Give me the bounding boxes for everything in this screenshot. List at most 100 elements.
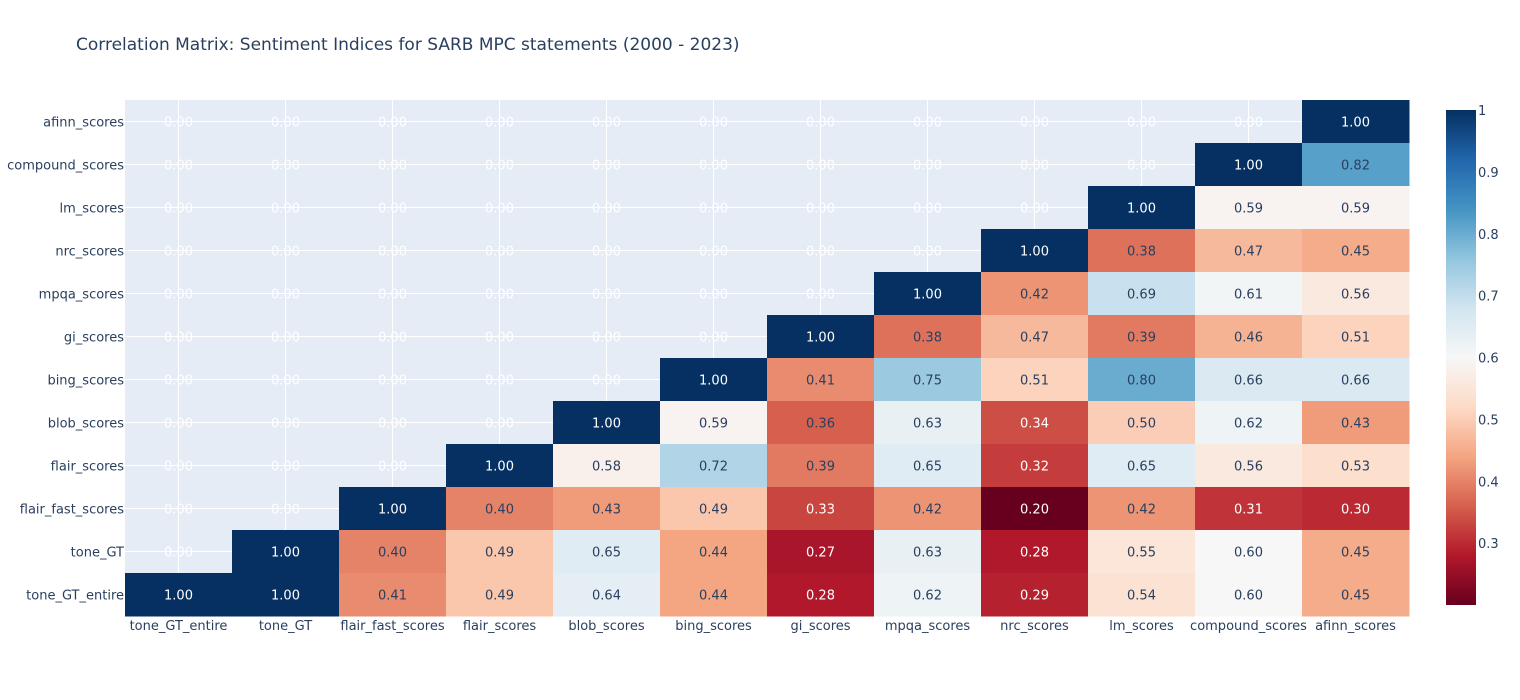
cell-value-label: 0.39 [806, 460, 835, 475]
heatmap-cell [1195, 444, 1303, 488]
cell-value-label: 0.00 [592, 331, 621, 346]
x-tick-label: flair_fast_scores [340, 619, 444, 634]
heatmap-cell [446, 530, 554, 574]
cell-value-label: 0.56 [1341, 288, 1370, 303]
heatmap-cell [874, 530, 982, 574]
x-tick-label: tone_GT_entire [130, 619, 228, 634]
heatmap-cell [1195, 272, 1303, 316]
cell-value-label: 0.00 [164, 374, 193, 389]
cell-value-label: 0.38 [913, 331, 942, 346]
cell-value-label: 0.00 [699, 116, 728, 131]
cell-value-label: 0.00 [164, 116, 193, 131]
heatmap-cell [1302, 358, 1410, 402]
colorbar-tick-label: 0.3 [1478, 537, 1499, 552]
heatmap-cell [339, 530, 447, 574]
cell-value-label: 0.64 [592, 589, 621, 604]
cell-value-label: 0.40 [378, 546, 407, 561]
heatmap-cell [874, 444, 982, 488]
heatmap-cell [981, 573, 1089, 617]
heatmap-cell [981, 401, 1089, 445]
heatmap-cell [981, 315, 1089, 359]
cell-value-label: 0.50 [1127, 417, 1156, 432]
heatmap-cell [232, 573, 340, 617]
heatmap-cell [125, 573, 233, 617]
cell-value-label: 0.63 [913, 417, 942, 432]
cell-value-label: 0.59 [1234, 202, 1263, 217]
cell-value-label: 0.28 [806, 589, 835, 604]
cell-value-label: 0.30 [1341, 503, 1370, 518]
heatmap-cell [553, 487, 661, 531]
cell-value-label: 1.00 [271, 546, 300, 561]
cell-value-label: 0.55 [1127, 546, 1156, 561]
heatmap-cell [1302, 272, 1410, 316]
colorbar-tick-label: 1 [1478, 104, 1486, 119]
heatmap-cell [1088, 401, 1196, 445]
cell-value-label: 1.00 [592, 417, 621, 432]
cell-value-label: 0.75 [913, 374, 942, 389]
heatmap-cell [1195, 401, 1303, 445]
y-tick-label: lm_scores [60, 202, 125, 217]
heatmap-cell [767, 530, 875, 574]
cell-value-label: 0.00 [485, 374, 514, 389]
heatmap-cell [1195, 315, 1303, 359]
x-tick-label: bing_scores [675, 619, 752, 634]
cell-value-label: 0.66 [1341, 374, 1370, 389]
heatmap-cell [767, 315, 875, 359]
cell-value-label: 0.00 [164, 245, 193, 260]
heatmap-cell [1302, 401, 1410, 445]
cell-value-label: 0.39 [1127, 331, 1156, 346]
cell-value-label: 0.00 [271, 331, 300, 346]
heatmap-cell [1195, 358, 1303, 402]
heatmap-cell [1302, 315, 1410, 359]
heatmap-cell [339, 573, 447, 617]
cell-value-label: 0.28 [1020, 546, 1049, 561]
cell-value-label: 0.00 [913, 202, 942, 217]
cell-value-label: 0.00 [592, 288, 621, 303]
cell-value-label: 0.00 [164, 460, 193, 475]
cell-value-label: 0.80 [1127, 374, 1156, 389]
cell-value-label: 0.61 [1234, 288, 1263, 303]
cell-value-label: 0.00 [806, 288, 835, 303]
cell-value-label: 0.59 [699, 417, 728, 432]
cell-value-label: 0.60 [1234, 589, 1263, 604]
heatmap-cell [981, 358, 1089, 402]
cell-value-label: 0.00 [806, 202, 835, 217]
cell-value-label: 1.00 [913, 288, 942, 303]
cell-value-label: 0.00 [806, 245, 835, 260]
cell-value-label: 0.49 [485, 589, 514, 604]
cell-value-label: 0.63 [913, 546, 942, 561]
cell-value-label: 0.00 [378, 331, 407, 346]
cell-value-label: 0.00 [378, 202, 407, 217]
cell-value-label: 0.00 [164, 417, 193, 432]
cell-value-label: 0.38 [1127, 245, 1156, 260]
heatmap-cell [660, 573, 768, 617]
cell-value-label: 0.00 [592, 374, 621, 389]
cell-value-labels: 0.00 0.00 0.00 0.00 0.00 0.00 0.00 0.00 0.00 0.00… [164, 116, 1370, 604]
cell-value-label: 0.42 [1020, 288, 1049, 303]
x-tick-label: compound_scores [1190, 619, 1307, 634]
y-tick-label: tone_GT_entire [26, 589, 124, 604]
heatmap-cell [981, 272, 1089, 316]
cell-value-label: 1.00 [1234, 159, 1263, 174]
heatmap-cell [1195, 186, 1303, 230]
x-axis: tone_GT_entire tone_GT flair_fast_scores fl… [130, 619, 1397, 634]
cell-value-label: 0.41 [378, 589, 407, 604]
heatmap-cell [446, 444, 554, 488]
cell-value-label: 0.00 [1127, 159, 1156, 174]
cell-value-label: 0.43 [1341, 417, 1370, 432]
cell-value-label: 0.00 [271, 288, 300, 303]
heatmap-cell [1195, 530, 1303, 574]
cell-value-label: 0.00 [271, 417, 300, 432]
cell-value-label: 0.00 [699, 245, 728, 260]
cell-value-label: 0.45 [1341, 589, 1370, 604]
cell-value-label: 0.33 [806, 503, 835, 518]
cell-value-label: 0.44 [699, 546, 728, 561]
x-tick-label: mpqa_scores [885, 619, 971, 634]
cell-value-label: 0.00 [913, 245, 942, 260]
cell-value-label: 0.00 [913, 116, 942, 131]
cell-value-label: 0.41 [806, 374, 835, 389]
heatmap-cell [1088, 444, 1196, 488]
x-tick-label: lm_scores [1109, 619, 1174, 634]
cell-value-label: 0.53 [1341, 460, 1370, 475]
cell-value-label: 0.00 [485, 202, 514, 217]
